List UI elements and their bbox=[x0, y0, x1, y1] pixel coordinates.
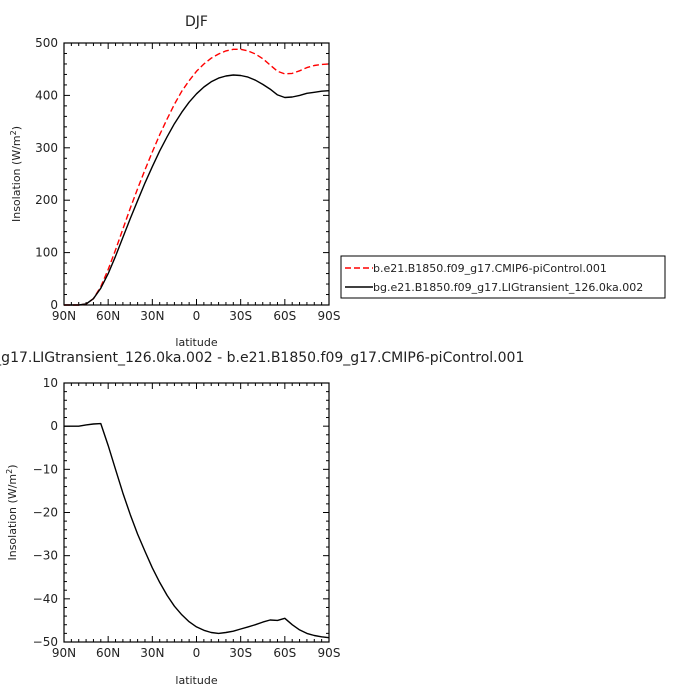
x-tick-label: 60N bbox=[96, 646, 120, 660]
series-line-2 bbox=[64, 74, 330, 306]
x-axis-label: latitude bbox=[175, 674, 217, 687]
x-tick-label: 30N bbox=[140, 309, 164, 323]
x-tick-label: 30N bbox=[140, 646, 164, 660]
y-tick-label: 10 bbox=[43, 376, 58, 390]
y-axis-label-superscript: 2 bbox=[9, 130, 18, 135]
plot-frame bbox=[63, 382, 330, 643]
legend-label: bg.e21.B1850.f09_g17.LIGtransient_126.0k… bbox=[373, 281, 643, 294]
x-ticks: 90N 60N 30N 0 30S 60S 90S bbox=[52, 43, 341, 323]
y-tick-label: −10 bbox=[33, 462, 58, 476]
y-tick-label: 0 bbox=[50, 419, 58, 433]
y-tick-label: −30 bbox=[33, 549, 58, 563]
series-line-1 bbox=[64, 48, 330, 306]
y-tick-label: −50 bbox=[33, 635, 58, 649]
y-tick-label: 500 bbox=[35, 36, 58, 50]
y-axis-label-main: Insolation (W/m bbox=[6, 474, 19, 561]
x-ticks: 90N 60N 30N 0 30S 60S 90S bbox=[52, 383, 341, 660]
y-ticks: 0 100 200 300 400 500 bbox=[35, 36, 329, 312]
legend: b.e21.B1850.f09_g17.CMIP6-piControl.001b… bbox=[340, 255, 666, 299]
x-tick-label: 90N bbox=[52, 309, 76, 323]
series-line-1 bbox=[64, 422, 330, 639]
panel-1: DJF 90N 60N 30N 0 30S 60S 90S 0 100 200 300 400 500 la… bbox=[9, 14, 666, 349]
x-tick-label: 90S bbox=[318, 646, 341, 660]
y-tick-label: 400 bbox=[35, 88, 58, 102]
y-tick-label: 300 bbox=[35, 141, 58, 155]
x-tick-label: 90S bbox=[318, 309, 341, 323]
y-axis-label-main: Insolation (W/m bbox=[10, 135, 23, 222]
x-tick-label: 60S bbox=[273, 646, 296, 660]
x-tick-label: 30S bbox=[229, 646, 252, 660]
legend-label: b.e21.B1850.f09_g17.CMIP6-piControl.001 bbox=[373, 262, 607, 275]
x-tick-label: 0 bbox=[193, 309, 201, 323]
y-axis-label-close: ) bbox=[6, 464, 19, 468]
x-tick-label: 60N bbox=[96, 309, 120, 323]
plot-frame bbox=[63, 42, 330, 306]
y-tick-label: 0 bbox=[50, 298, 58, 312]
y-axis-label: Insolation (W/m2) bbox=[9, 126, 24, 222]
y-tick-label: 200 bbox=[35, 193, 58, 207]
y-axis-label: Insolation (W/m2) bbox=[5, 464, 20, 560]
y-tick-label: −20 bbox=[33, 506, 58, 520]
y-axis-label-close: ) bbox=[10, 126, 23, 130]
y-axis-label-superscript: 2 bbox=[5, 469, 14, 474]
chart-title: bg.e21.B1850.f09_g17.LIGtransient_126.0k… bbox=[0, 350, 524, 366]
y-tick-label: −40 bbox=[33, 592, 58, 606]
x-tick-label: 0 bbox=[193, 646, 201, 660]
y-ticks: −50 −40 −30 −20 −10 0 10 bbox=[33, 376, 329, 649]
y-tick-label: 100 bbox=[35, 246, 58, 260]
x-axis-label: latitude bbox=[175, 336, 217, 349]
legend-box bbox=[340, 255, 666, 299]
x-tick-label: 60S bbox=[273, 309, 296, 323]
panel-2: bg.e21.B1850.f09_g17.LIGtransient_126.0k… bbox=[0, 350, 524, 687]
x-tick-label: 30S bbox=[229, 309, 252, 323]
chart-title: DJF bbox=[185, 14, 208, 30]
x-tick-label: 90N bbox=[52, 646, 76, 660]
